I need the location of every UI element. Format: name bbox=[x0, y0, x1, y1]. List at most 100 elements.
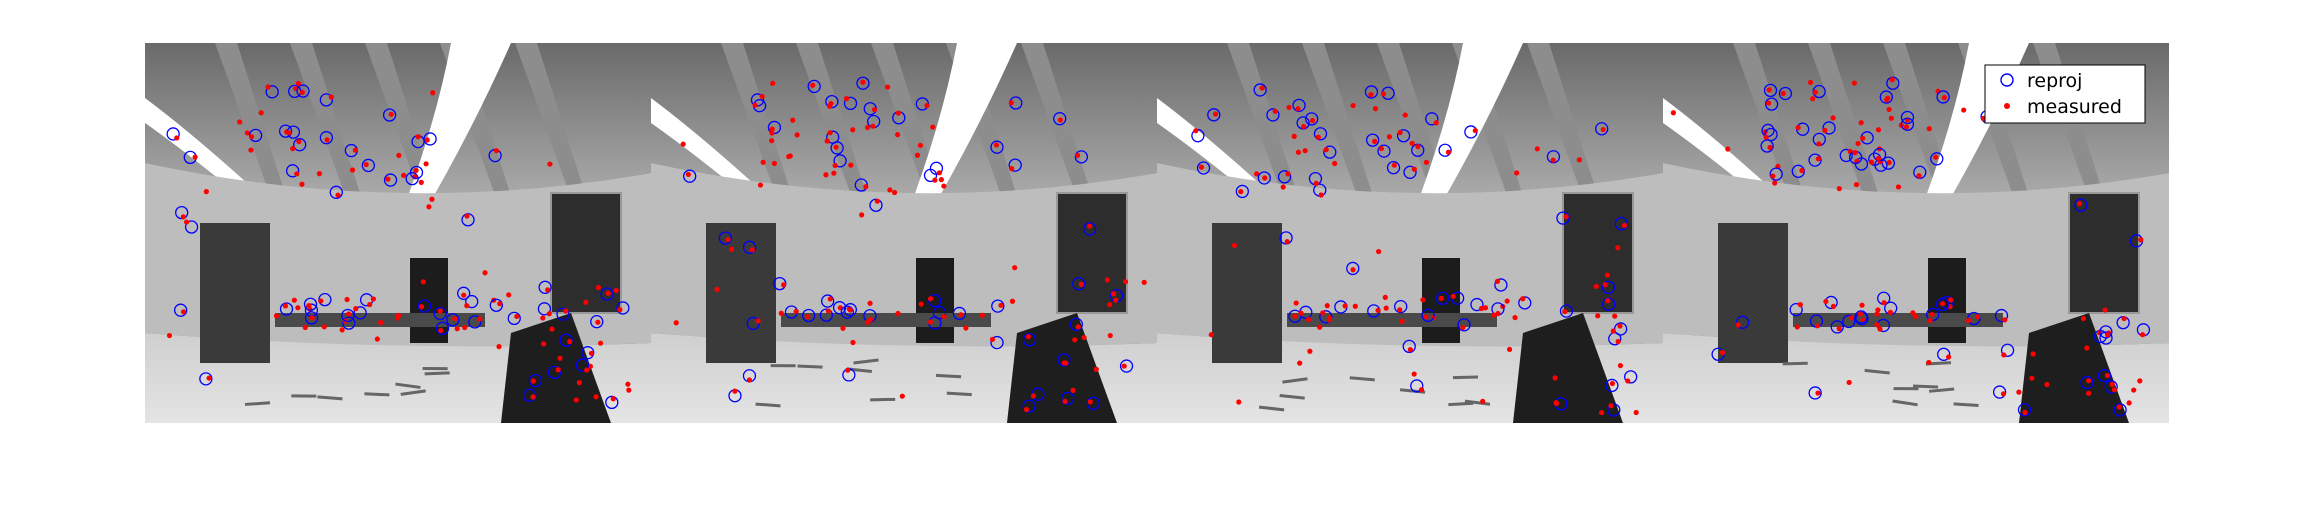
measured-marker bbox=[352, 147, 358, 153]
measured-marker bbox=[1326, 317, 1332, 323]
measured-marker bbox=[755, 318, 761, 324]
reproj-marker bbox=[547, 365, 562, 380]
measured-marker bbox=[1297, 360, 1303, 366]
measured-marker bbox=[1460, 324, 1466, 331]
floor-stick bbox=[244, 401, 271, 406]
ceiling-beam bbox=[1527, 43, 1597, 195]
reproj-marker bbox=[342, 316, 356, 330]
reproj-marker bbox=[990, 335, 1004, 350]
reproj-marker bbox=[341, 308, 355, 323]
measured-marker bbox=[567, 339, 573, 345]
measured-marker bbox=[1633, 409, 1639, 416]
measured-marker bbox=[2030, 351, 2036, 357]
measured-marker bbox=[576, 380, 582, 386]
measured-marker bbox=[1418, 387, 1425, 393]
measured-marker bbox=[339, 327, 345, 333]
reproj-marker bbox=[1377, 144, 1391, 158]
bench bbox=[1793, 313, 2003, 327]
measured-marker bbox=[1382, 294, 1388, 300]
measured-marker bbox=[770, 80, 776, 86]
measured-marker bbox=[2029, 375, 2035, 381]
reproj-marker bbox=[575, 358, 590, 372]
measured-marker bbox=[1482, 305, 1489, 311]
measured-marker bbox=[786, 153, 792, 160]
measured-marker bbox=[549, 326, 555, 332]
floor-stick bbox=[400, 389, 426, 396]
measured-marker bbox=[932, 177, 938, 183]
measured-marker bbox=[1063, 360, 1069, 366]
measured-marker bbox=[1881, 300, 1887, 306]
measured-marker bbox=[306, 303, 312, 309]
measured-marker bbox=[1423, 314, 1429, 320]
measured-marker bbox=[321, 324, 327, 330]
measured-marker bbox=[1860, 135, 1866, 141]
reproj-marker bbox=[1277, 170, 1292, 184]
measured-marker bbox=[1766, 100, 1772, 106]
measured-marker bbox=[824, 138, 830, 144]
reproj-marker bbox=[382, 108, 397, 122]
measured-marker bbox=[588, 350, 595, 356]
measured-marker bbox=[1795, 125, 1801, 131]
reproj-marker bbox=[843, 96, 858, 111]
measured-marker bbox=[823, 172, 829, 178]
measured-marker bbox=[2044, 381, 2050, 388]
measured-marker bbox=[1855, 140, 1861, 147]
reproj-marker bbox=[843, 303, 858, 317]
reproj-marker bbox=[184, 220, 199, 234]
measured-marker bbox=[1376, 248, 1382, 255]
measured-marker bbox=[1766, 87, 1772, 93]
measured-marker bbox=[617, 307, 623, 313]
reproj-marker bbox=[2080, 375, 2094, 390]
measured-marker bbox=[1272, 108, 1278, 114]
measured-marker bbox=[244, 130, 250, 136]
reproj-marker bbox=[746, 316, 760, 331]
floor-stick bbox=[1464, 399, 1491, 406]
measured-marker bbox=[1763, 134, 1769, 140]
reproj-marker bbox=[1789, 302, 1803, 317]
measured-marker bbox=[1846, 379, 1852, 386]
measured-marker bbox=[396, 152, 402, 159]
camera-panel bbox=[1157, 43, 1663, 423]
measured-marker bbox=[192, 154, 198, 160]
measured-marker bbox=[318, 298, 324, 304]
floor-stick bbox=[1953, 402, 1979, 407]
reproj-marker bbox=[856, 76, 870, 90]
measured-marker bbox=[385, 176, 391, 182]
reproj-marker bbox=[2000, 343, 2015, 357]
blackboard bbox=[1562, 192, 1634, 314]
measured-marker bbox=[673, 320, 679, 326]
measured-marker bbox=[1012, 265, 1018, 271]
reproj-marker bbox=[361, 158, 376, 173]
measured-marker bbox=[825, 308, 832, 314]
measured-marker bbox=[273, 313, 280, 319]
measured-marker bbox=[426, 204, 432, 210]
measured-marker bbox=[530, 394, 536, 400]
measured-marker bbox=[1868, 159, 1875, 165]
reproj-marker bbox=[319, 131, 334, 145]
measured-marker bbox=[282, 303, 289, 309]
ceiling-beam bbox=[721, 43, 791, 195]
measured-marker bbox=[477, 316, 483, 322]
measured-marker bbox=[843, 96, 850, 102]
reproj-marker bbox=[1735, 315, 1750, 329]
reproj-marker bbox=[556, 307, 570, 321]
measured-marker bbox=[1593, 283, 1599, 290]
measured-marker bbox=[941, 314, 947, 320]
panel-scene bbox=[651, 43, 1157, 423]
reproj-marker bbox=[329, 185, 343, 199]
measured-marker bbox=[979, 312, 985, 318]
measured-marker bbox=[258, 110, 264, 116]
measured-marker bbox=[1874, 311, 1880, 317]
measured-marker bbox=[1608, 403, 1614, 409]
reproj-marker bbox=[383, 173, 398, 187]
measured-marker bbox=[847, 307, 853, 313]
measured-marker bbox=[1107, 332, 1113, 339]
measured-marker bbox=[1378, 145, 1384, 152]
floor-stick bbox=[1279, 394, 1305, 400]
ceiling-beam bbox=[365, 43, 435, 195]
measured-marker bbox=[2116, 404, 2122, 410]
reproj-marker bbox=[1022, 399, 1036, 413]
measured-marker bbox=[1719, 350, 1726, 356]
measured-marker bbox=[1887, 309, 1894, 315]
